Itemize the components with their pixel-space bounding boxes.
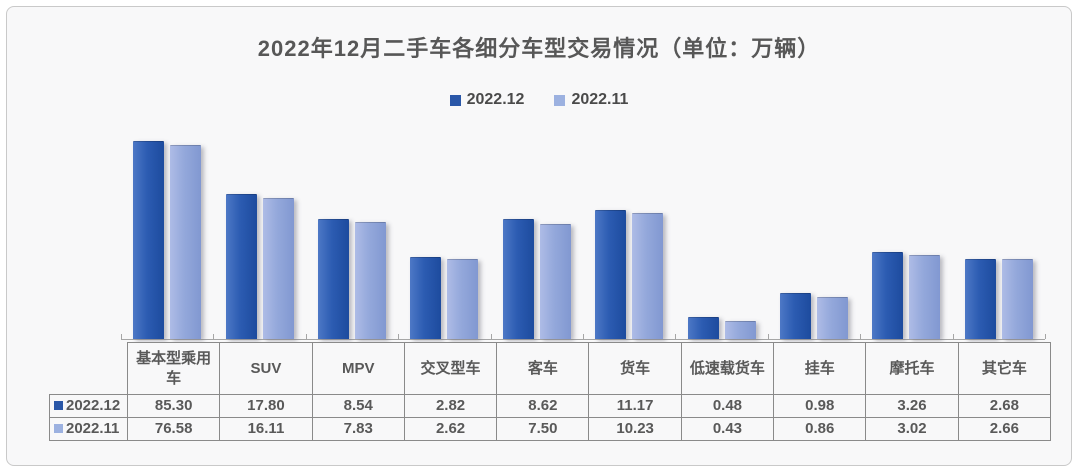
table-cell: 85.30 — [126, 394, 221, 418]
table-header-cell: 摩托车 — [865, 342, 959, 395]
table-cell: 76.58 — [126, 417, 221, 441]
row-swatch-icon — [54, 401, 63, 411]
legend-label-2022-12: 2022.12 — [466, 91, 525, 108]
category-group — [121, 137, 215, 339]
category-group — [583, 137, 677, 339]
table-cell: 2.62 — [403, 417, 498, 441]
bar-2022.11 — [1001, 259, 1033, 339]
table-header-cell: 基本型乘用车 — [126, 342, 221, 395]
table-header-cell: 低速载货车 — [680, 342, 775, 395]
legend-swatch-2022-11-icon — [554, 94, 566, 106]
table-cell: 8.62 — [496, 394, 590, 418]
table-head: 基本型乘用车 SUV MPV 交叉型车 客车 货车 低速载货车 挂车 摩托车 其它车 — [50, 342, 1052, 395]
chart-title: 2022年12月二手车各细分车型交易情况（单位：万辆） — [257, 36, 821, 61]
table-header-cell: SUV — [219, 342, 313, 395]
legend-item-2022-12: 2022.12 — [449, 91, 525, 109]
table-cell: 0.48 — [680, 394, 775, 418]
table-body: 2022.12 85.30 17.80 8.54 2.82 8.62 11.17 0.48 0.… — [49, 394, 1052, 441]
table-header-cell: 货车 — [588, 342, 682, 395]
category-group — [491, 137, 585, 339]
category-group — [675, 137, 770, 339]
category-group — [860, 137, 955, 339]
table-header-cell: 客车 — [496, 342, 590, 395]
table-cell: 10.23 — [588, 417, 682, 441]
bar-2022.12 — [780, 293, 812, 339]
table-header-cell: 挂车 — [773, 342, 867, 395]
table-row: 2022.11 76.58 16.11 7.83 2.62 7.50 10.23 0.43 0.… — [49, 417, 1052, 441]
category-group — [768, 137, 862, 339]
plot-area — [121, 137, 1047, 340]
table-row: 2022.12 85.30 17.80 8.54 2.82 8.62 11.17 0.48 0.… — [49, 394, 1052, 418]
category-group — [213, 137, 308, 339]
legend-label-2022-11: 2022.11 — [571, 91, 629, 108]
category-group — [306, 137, 400, 339]
bar-2022.11 — [447, 259, 479, 339]
table-cell: 3.26 — [865, 394, 959, 418]
bar-2022.11 — [170, 145, 202, 339]
chart-card: 2022年12月二手车各细分车型交易情况（单位：万辆） 2022.12 2022… — [6, 6, 1072, 466]
table-header-cell: MPV — [311, 342, 405, 395]
table-cell: 2.68 — [957, 394, 1052, 418]
bar-2022.12 — [964, 259, 996, 339]
table-cell: 2.66 — [957, 417, 1052, 441]
row-swatch-icon — [54, 424, 63, 434]
bar-2022.11 — [909, 255, 941, 339]
table-header-row: 基本型乘用车 SUV MPV 交叉型车 客车 货车 低速载货车 挂车 摩托车 其它车 — [50, 342, 1052, 395]
bar-2022.11 — [817, 297, 849, 339]
category-group — [953, 137, 1047, 339]
table-cell: 7.83 — [311, 417, 405, 441]
bar-2022.11 — [724, 321, 756, 339]
table-blank-cell — [50, 343, 128, 395]
table-cell: 0.86 — [773, 417, 867, 441]
table-header-cell: 其它车 — [957, 342, 1052, 395]
data-table: 基本型乘用车 SUV MPV 交叉型车 客车 货车 低速载货车 挂车 摩托车 其它车 2022.1… — [49, 342, 1052, 441]
legend: 2022.12 2022.11 — [7, 91, 1071, 109]
table-header-cell: 交叉型车 — [403, 342, 498, 395]
table-cell: 17.80 — [219, 394, 313, 418]
bar-2022.12 — [687, 317, 719, 339]
legend-item-2022-11: 2022.11 — [554, 91, 628, 109]
bar-2022.11 — [355, 222, 387, 339]
bar-2022.11 — [262, 198, 294, 339]
bar-2022.11 — [632, 213, 664, 339]
bar-2022.12 — [133, 141, 165, 339]
table-cell: 16.11 — [219, 417, 313, 441]
legend-swatch-2022-12-icon — [449, 94, 461, 106]
table-cell: 8.54 — [311, 394, 405, 418]
bar-2022.11 — [539, 224, 571, 339]
row-header-2022.11: 2022.11 — [49, 417, 128, 441]
table-cell: 0.98 — [773, 394, 867, 418]
table-cell: 0.43 — [680, 417, 775, 441]
bar-2022.12 — [225, 194, 257, 339]
bar-2022.12 — [318, 219, 350, 339]
bar-2022.12 — [502, 219, 534, 339]
bar-2022.12 — [595, 210, 627, 339]
bar-2022.12 — [410, 257, 442, 339]
category-group — [398, 137, 493, 339]
table-cell: 7.50 — [496, 417, 590, 441]
table-cell: 11.17 — [588, 394, 682, 418]
bar-2022.12 — [872, 252, 904, 339]
table-cell: 3.02 — [865, 417, 959, 441]
row-header-2022.12: 2022.12 — [49, 394, 128, 418]
table-cell: 2.82 — [403, 394, 498, 418]
